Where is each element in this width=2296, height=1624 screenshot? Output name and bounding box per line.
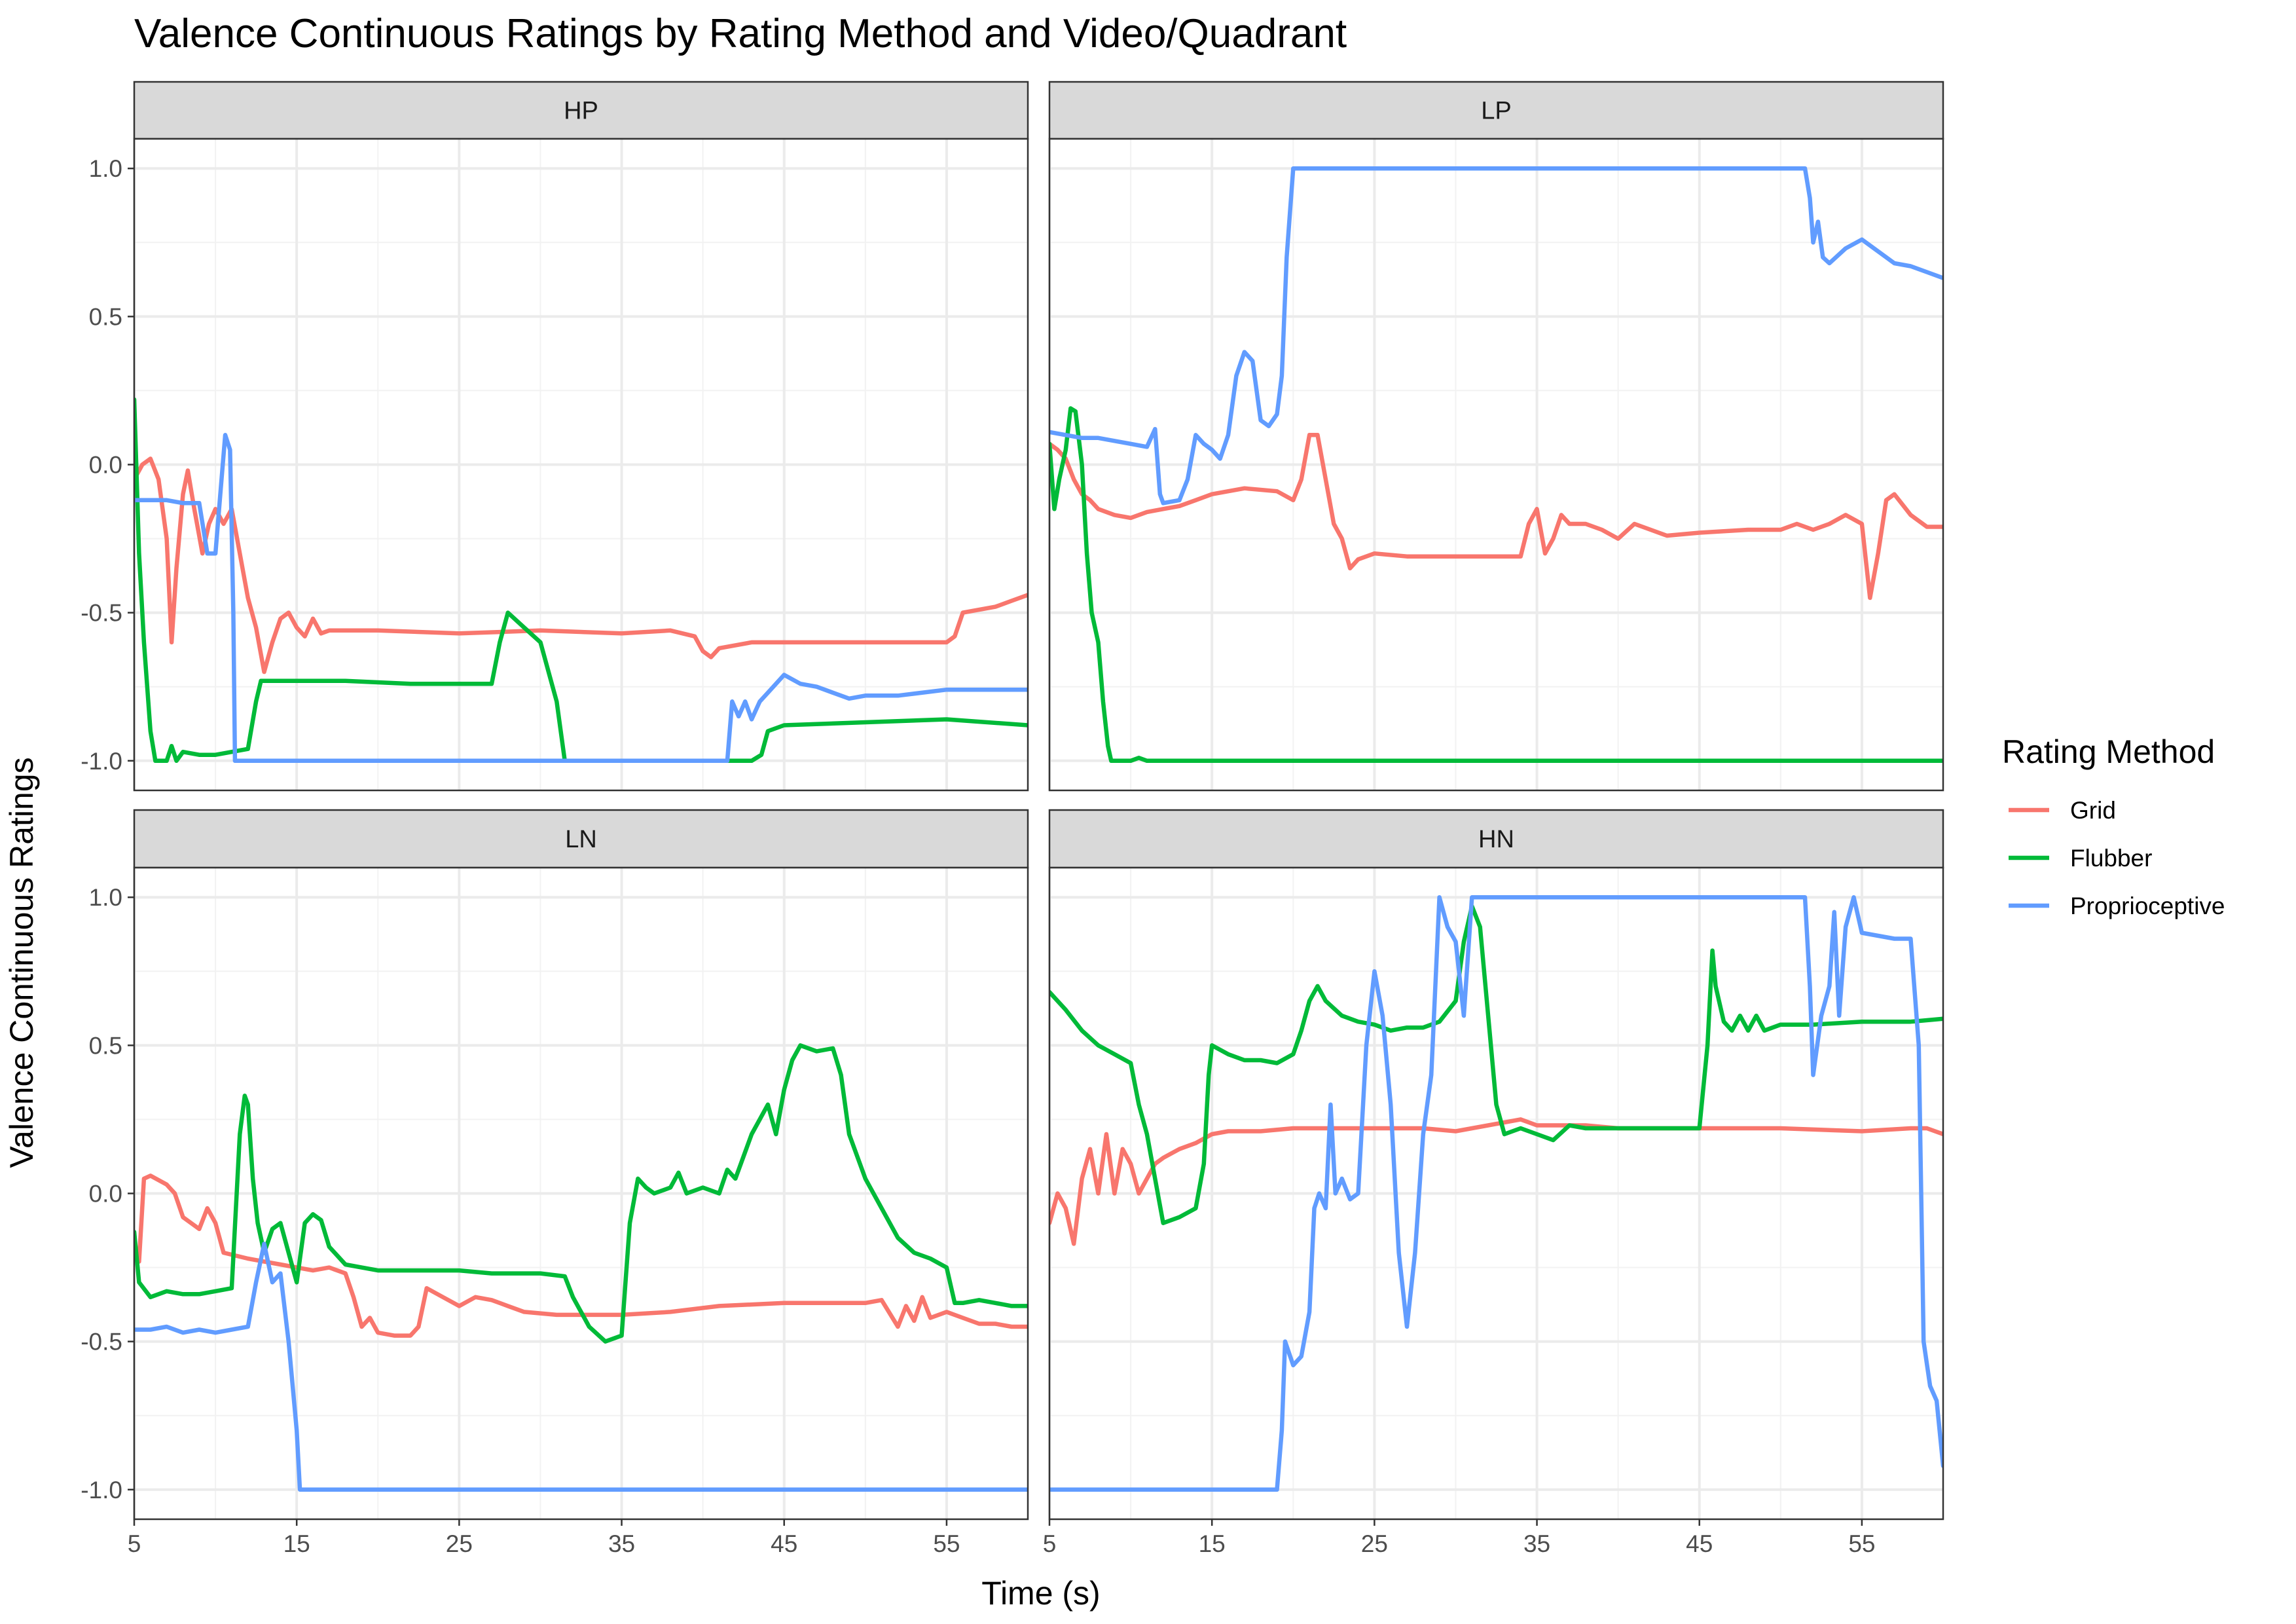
strip-label-ln: LN [565, 826, 597, 853]
legend-label-flubber: Flubber [2070, 845, 2152, 872]
panel-hn: HN 5 15 25 35 45 55 [1043, 809, 1944, 1557]
series-line-proprioceptive-ln [134, 1242, 1028, 1492]
y-tick-label: 1.0 [89, 155, 122, 182]
series-line-grid-hp [134, 456, 1028, 674]
panel-border [1048, 866, 1944, 1521]
legend-item-grid: Grid [2009, 797, 2116, 824]
panel-hp: HP -1.0 -0.5 0.0 0.5 1.0 [81, 81, 1029, 792]
legend-title: Rating Method [2002, 733, 2215, 770]
series-line-grid-ln [134, 1173, 1028, 1338]
legend-items: Grid Flubber Proprioceptive [2009, 797, 2225, 919]
y-tick-label: 0.0 [89, 452, 122, 479]
series-line-grid-lp [1049, 433, 1943, 600]
x-tick-label: 45 [1686, 1530, 1713, 1557]
chart-title: Valence Continuous Ratings by Rating Met… [134, 11, 1347, 56]
strip-label-hp: HP [564, 98, 598, 125]
series-group-hn [1049, 895, 1943, 1492]
y-tick-label: 0.0 [89, 1181, 122, 1208]
y-tick-label: 0.5 [89, 303, 122, 330]
y-axis-title: Valence Continuous Ratings [3, 757, 40, 1168]
x-tick-label: 35 [1523, 1530, 1550, 1557]
x-tick-label: 15 [283, 1530, 310, 1557]
strip-ln [133, 809, 1029, 869]
x-axis-title: Time (s) [981, 1575, 1100, 1612]
legend-label-proprioceptive: Proprioceptive [2070, 893, 2225, 919]
series-line-flubber-ln [134, 1043, 1028, 1344]
x-tick-label: 25 [1361, 1530, 1388, 1557]
panel-lp: LP [1048, 81, 1944, 792]
x-tick-label: 55 [1848, 1530, 1875, 1557]
legend-item-proprioceptive: Proprioceptive [2009, 893, 2225, 919]
y-tick-label: -0.5 [81, 600, 122, 627]
series-line-flubber-hp [134, 397, 1028, 764]
series-line-proprioceptive-hn [1049, 895, 1943, 1492]
y-tick-label: -1.0 [81, 1477, 122, 1504]
series-line-proprioceptive-hp [134, 433, 1028, 764]
strip-hp [133, 81, 1029, 140]
x-tick-label: 25 [446, 1530, 473, 1557]
legend-item-flubber: Flubber [2009, 845, 2152, 872]
y-tick-label: 0.5 [89, 1032, 122, 1059]
series-line-flubber-hn [1049, 904, 1943, 1225]
x-tick-label: 15 [1199, 1530, 1226, 1557]
panels-layer: HP -1.0 -0.5 0.0 0.5 1.0 LP LN -1.0 -0.5 0.0 0.5 1.0… [81, 81, 1944, 1557]
legend-label-grid: Grid [2070, 797, 2116, 824]
strip-label-hn: HN [1478, 826, 1514, 853]
y-tick-label: 1.0 [89, 884, 122, 911]
y-tick-label: -1.0 [81, 748, 122, 775]
y-tick-label: -0.5 [81, 1329, 122, 1356]
series-group-lp [1049, 166, 1943, 764]
series-group-hp [134, 397, 1028, 764]
x-tick-label: 55 [933, 1530, 960, 1557]
series-group-ln [134, 1043, 1028, 1492]
legend: Rating Method Grid Flubber Proprioceptive [2002, 733, 2225, 919]
x-tick-label: 35 [608, 1530, 635, 1557]
panel-border [1048, 138, 1944, 792]
x-tick-label: 45 [771, 1530, 797, 1557]
series-line-proprioceptive-lp [1049, 166, 1943, 506]
x-tick-label: 5 [1043, 1530, 1057, 1557]
strip-label-lp: LP [1481, 98, 1511, 125]
panel-ln: LN -1.0 -0.5 0.0 0.5 1.0 5 15 25 35 45 55 [81, 809, 1029, 1557]
strip-hn [1048, 809, 1944, 869]
x-tick-label: 5 [128, 1530, 141, 1557]
